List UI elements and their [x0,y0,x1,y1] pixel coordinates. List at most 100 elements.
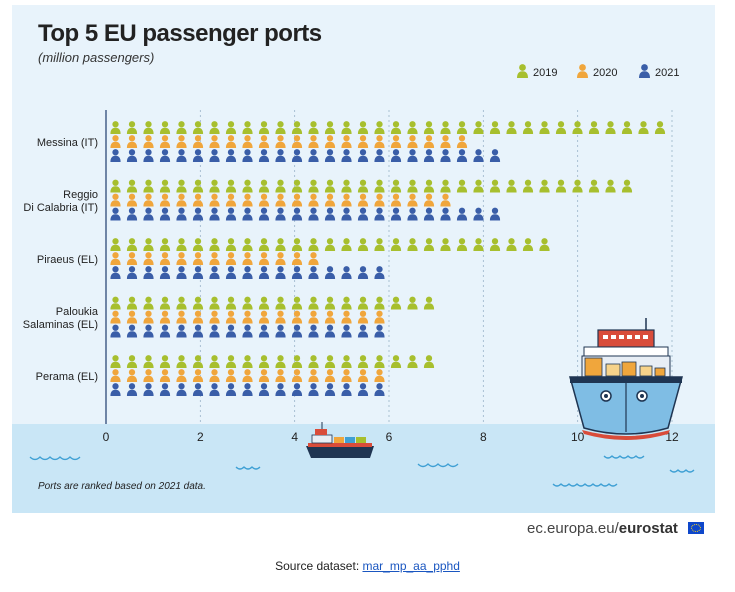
person-icon [407,296,418,310]
person-icon [159,193,171,207]
category-label: Messina (IT) [37,137,98,149]
person-icon [654,121,666,134]
legend-person-icon [639,64,650,78]
person-icon [341,179,352,193]
person-icon [110,135,121,148]
person-icon [489,179,501,193]
person-icon [126,252,138,265]
person-icon [258,149,270,162]
person-icon [407,179,418,193]
person-icon [291,135,303,148]
person-icon [176,149,187,162]
bar-2019 [110,296,435,310]
person-icon [126,369,138,382]
water-wave-icons [29,455,695,487]
person-icon [357,179,369,193]
person-icon [324,266,336,279]
person-icon [225,355,237,368]
person-icon [209,369,220,382]
person-icon [258,207,270,221]
person-icon [308,324,319,338]
person-icon [209,207,220,221]
person-icon [258,252,270,265]
person-icon [275,310,286,324]
person-icon [423,179,435,193]
person-icon [390,238,402,251]
person-icon [225,296,237,310]
person-icon [126,149,138,162]
person-icon [357,296,369,310]
person-icon [308,121,319,134]
person-icon [440,135,451,148]
person-icon [143,355,154,368]
person-icon [242,135,253,148]
person-icon [143,238,154,251]
person-icon [456,179,468,193]
person-icon [341,149,352,162]
person-icon [473,207,484,221]
person-icon [473,238,484,251]
source-dataset-link[interactable]: mar_mp_aa_pphd [362,559,460,573]
person-icon [291,193,303,207]
person-icon [176,383,187,396]
footnote: Ports are ranked based on 2021 data. [38,481,206,492]
person-icon [374,149,385,162]
person-icon [159,266,171,279]
x-tick-label: 0 [103,430,110,444]
person-icon [209,324,220,338]
person-icon [225,383,237,396]
person-icon [275,149,286,162]
person-icon [423,121,435,134]
person-icon [522,238,534,251]
legend-label: 2020 [593,67,617,79]
person-icon [159,149,171,162]
person-icon [258,310,270,324]
person-icon [126,383,138,396]
person-icon [423,193,435,207]
person-icon [390,193,402,207]
person-icon [473,149,484,162]
person-icon [291,369,303,382]
person-icon [143,310,154,324]
brand-name: eurostat [618,520,678,537]
person-icon [291,310,303,324]
person-icon [324,296,336,310]
person-icon [357,135,369,148]
person-icon [176,369,187,382]
person-icon [176,355,187,368]
person-icon [192,310,204,324]
person-icon [176,238,187,251]
person-icon [192,355,204,368]
person-icon [423,149,435,162]
person-icon [209,179,220,193]
person-icon [242,355,253,368]
bar-2020 [110,193,451,207]
category-label: Perama (EL) [36,371,98,383]
person-icon [126,193,138,207]
x-tick-label: 8 [480,430,487,444]
person-icon [159,369,171,382]
person-icon [143,324,154,338]
person-icon [258,179,270,193]
person-icon [126,207,138,221]
person-icon [258,238,270,251]
person-icon [440,207,451,221]
person-icon [390,135,402,148]
person-icon [176,207,187,221]
ferry-icon [306,422,374,458]
bar-2019 [110,121,666,134]
person-icon [225,193,237,207]
person-icon [374,121,385,134]
person-icon [374,266,385,279]
person-icon [308,193,319,207]
person-icon [225,266,237,279]
person-icon [110,193,121,207]
person-icon [258,383,270,396]
x-tick-label: 2 [197,430,204,444]
person-icon [324,121,336,134]
legend: 2019 2020 2021 [517,64,679,79]
person-icon [357,193,369,207]
eurostat-brand[interactable]: ec.europa.eu/eurostat [527,520,678,537]
person-icon [473,179,484,193]
